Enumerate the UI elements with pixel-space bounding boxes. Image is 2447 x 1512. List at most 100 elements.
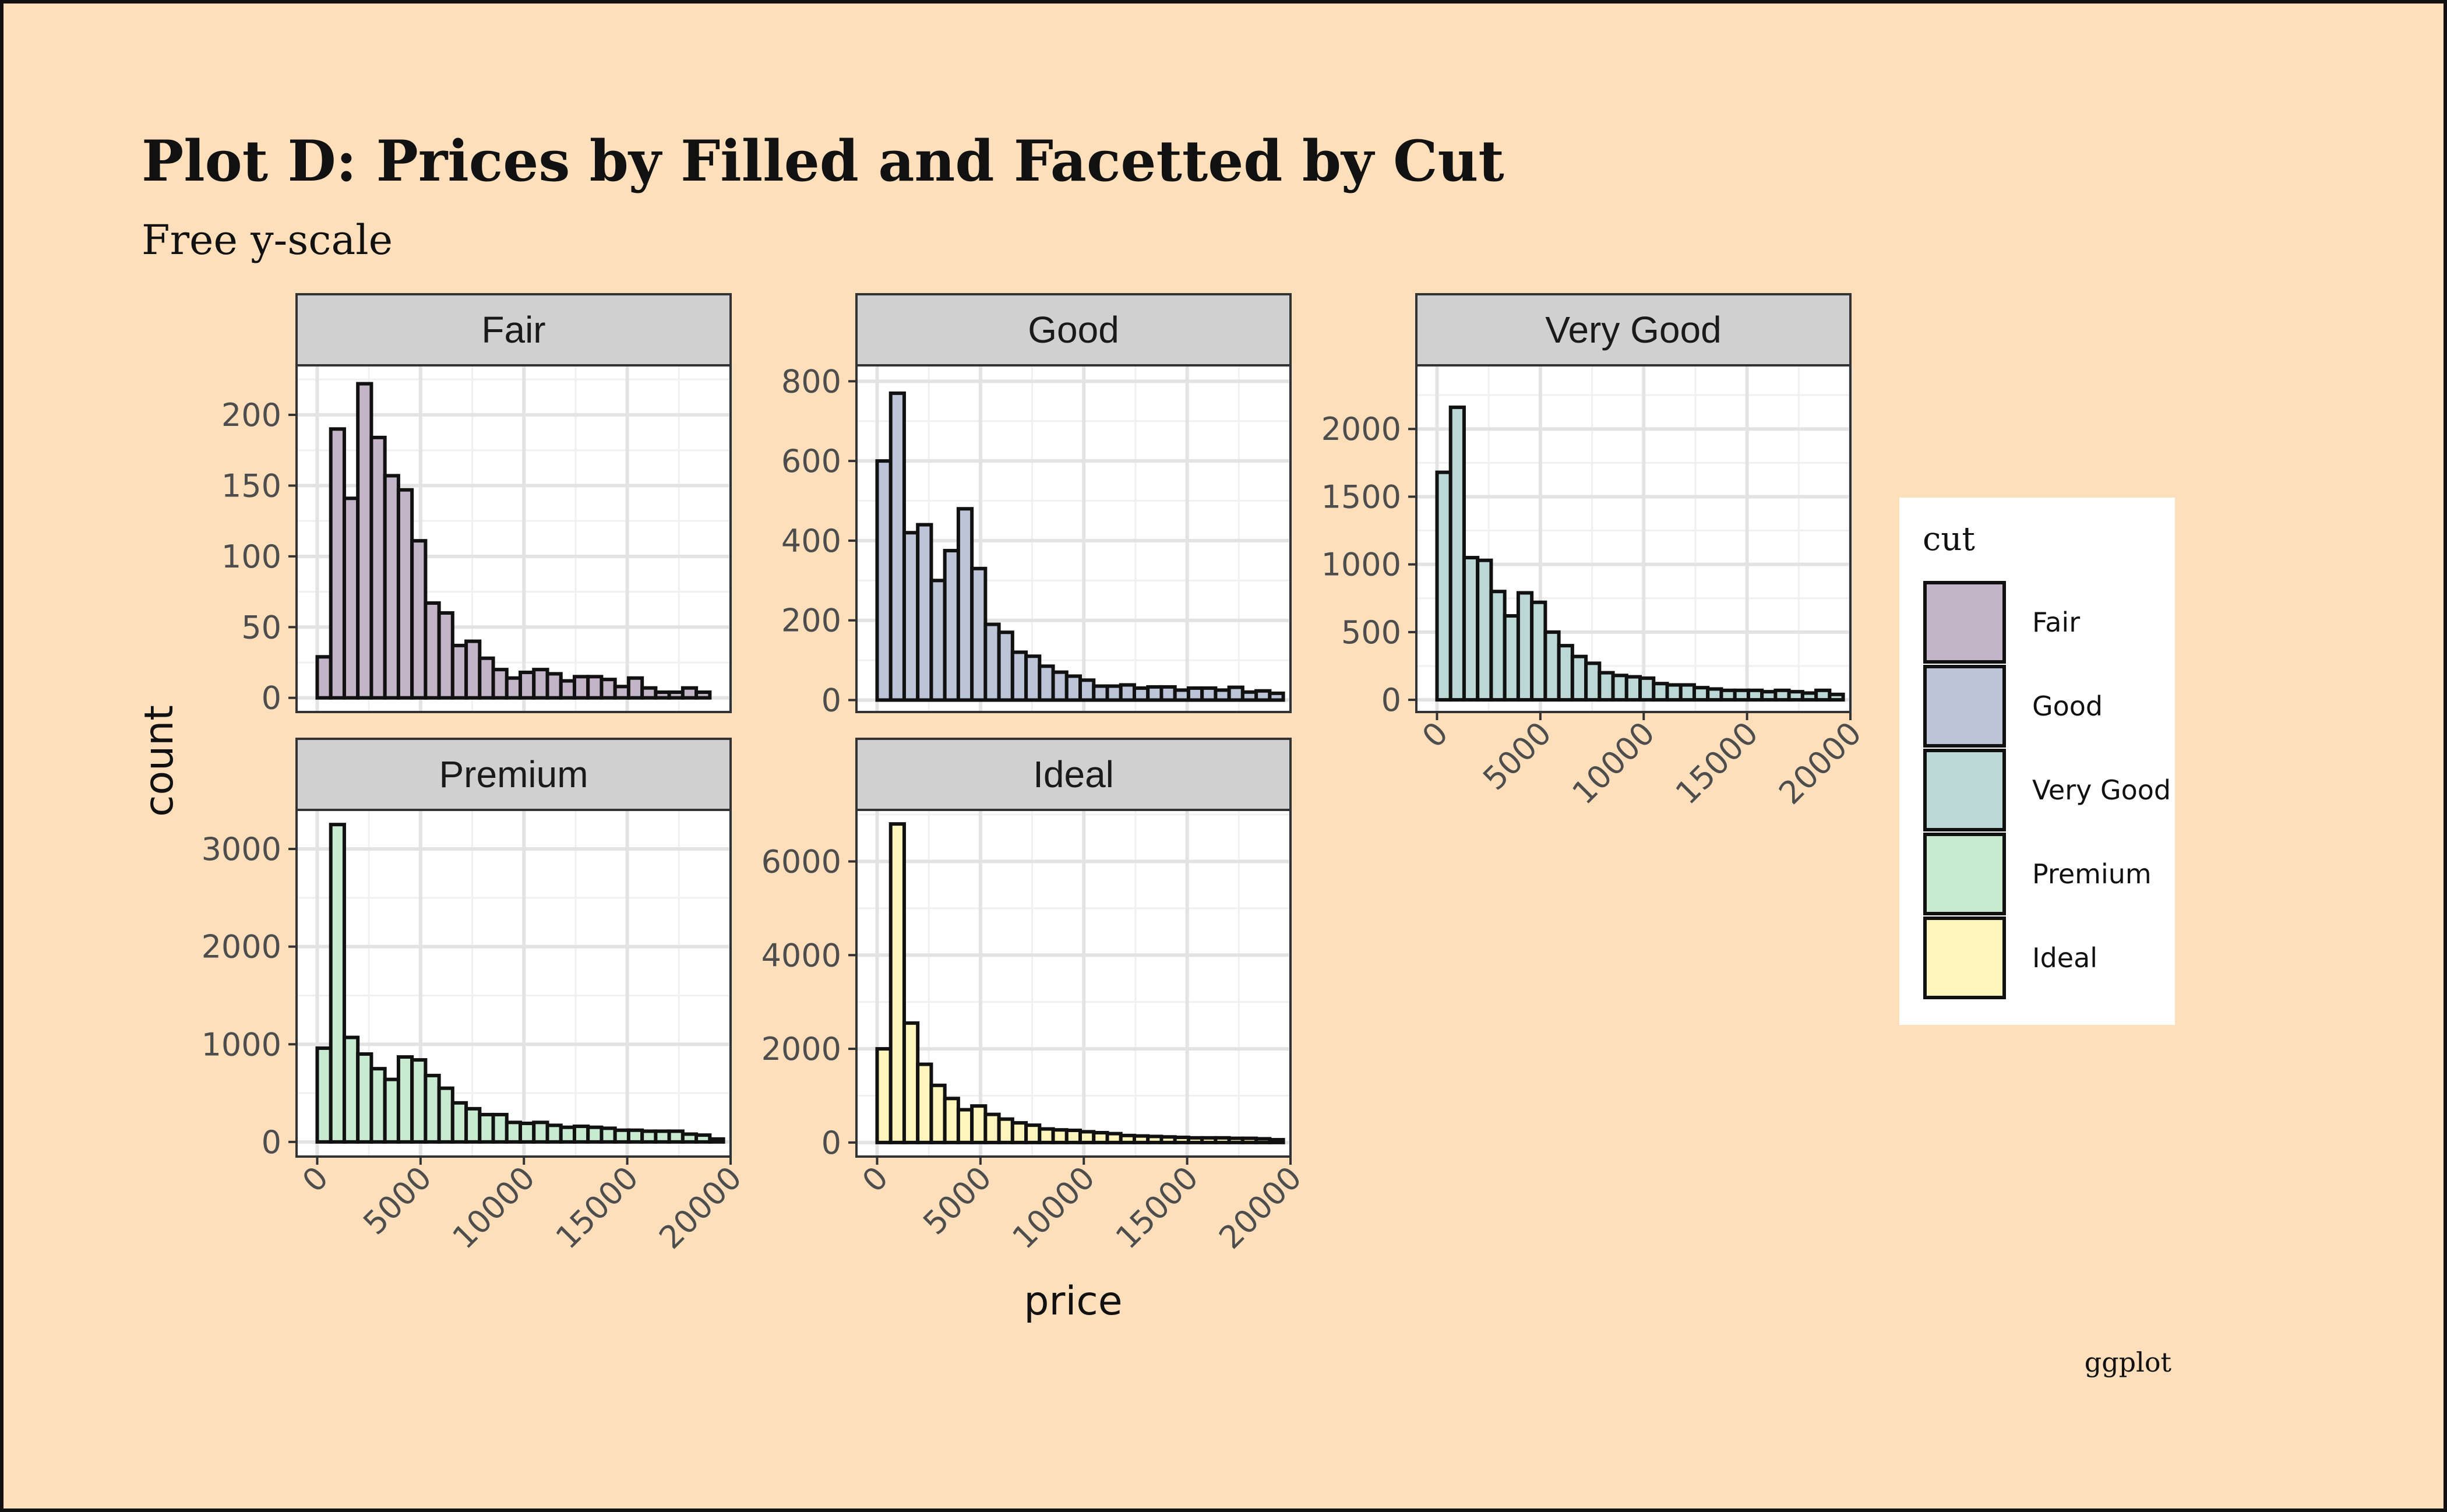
- chart-title: Plot D: Prices by Filled and Facetted by…: [142, 128, 1504, 194]
- bar-ideal-14: [1064, 1128, 1083, 1144]
- bar-good-6: [956, 507, 974, 702]
- legend-label-ideal: Ideal: [2032, 942, 2097, 974]
- panel-premium: Premium 0 1000 2000 3000 0 5000 10000 15000 20000: [202, 738, 749, 1256]
- legend-label-fair: Fair: [2032, 607, 2080, 638]
- bar-fair-4: [369, 435, 387, 700]
- bar-fair-19: [572, 675, 590, 700]
- legend-item-ideal: Ideal: [1923, 917, 2097, 999]
- legend-key-premium: [1923, 833, 2006, 915]
- bar-good-23: [1186, 686, 1204, 702]
- bar-good-28: [1254, 689, 1272, 702]
- bar-ideal-21: [1159, 1135, 1177, 1144]
- bar-fair-11: [464, 639, 482, 700]
- legend-item-fair: Fair: [1923, 581, 2080, 664]
- bar-fair-20: [586, 675, 604, 700]
- y-tick-label: 6000: [761, 843, 841, 880]
- panel-good: Good 0 200 400 600 800: [781, 293, 1292, 718]
- bar-ideal-12: [1038, 1127, 1055, 1144]
- bar-premium-8: [424, 1073, 441, 1144]
- bar-ideal-27: [1240, 1136, 1258, 1144]
- x-tick-label: 10000: [1565, 715, 1662, 812]
- bar-ideal-24: [1200, 1136, 1218, 1144]
- bar-very-good-26: [1787, 690, 1804, 702]
- y-tick-label: 500: [1341, 614, 1401, 651]
- bar-ideal-22: [1173, 1136, 1190, 1144]
- y-tick-label: 0: [262, 1124, 281, 1161]
- strip-label-ideal: Ideal: [1033, 753, 1114, 795]
- bar-fair-24: [640, 686, 658, 700]
- x-tick-label: 20000: [1772, 715, 1868, 812]
- y-tick-label: 200: [781, 602, 841, 639]
- y-tick-label: 150: [221, 467, 281, 504]
- bar-premium-10: [450, 1101, 468, 1144]
- legend-item-good: Good: [1923, 665, 2103, 748]
- bar-ideal-29: [1268, 1138, 1285, 1144]
- y-tick-label: 50: [241, 609, 281, 646]
- bar-good-2: [902, 531, 920, 702]
- bar-good-1: [888, 391, 906, 702]
- bar-premium-27: [680, 1132, 699, 1144]
- bar-ideal-1: [888, 822, 906, 1144]
- x-tick-label: 15000: [1669, 715, 1765, 812]
- strip-premium: [295, 738, 732, 811]
- bar-fair-1: [329, 427, 346, 700]
- bar-ideal-19: [1132, 1134, 1150, 1144]
- bar-very-good-17: [1665, 683, 1683, 702]
- bar-fair-21: [600, 678, 617, 700]
- bar-fair-7: [410, 539, 428, 700]
- bar-very-good-13: [1611, 674, 1628, 702]
- bar-very-good-8: [1543, 630, 1561, 702]
- bar-premium-20: [586, 1125, 604, 1144]
- bar-premium-9: [437, 1086, 454, 1144]
- bar-good-22: [1173, 688, 1190, 702]
- bar-fair-9: [437, 611, 454, 700]
- bar-premium-13: [491, 1112, 509, 1144]
- bar-premium-29: [708, 1137, 725, 1144]
- legend-key-very-good: [1923, 749, 2006, 831]
- bar-very-good-14: [1624, 675, 1642, 702]
- bar-premium-17: [545, 1123, 563, 1144]
- bar-ideal-4: [929, 1083, 947, 1144]
- legend-title: cut: [1923, 520, 1975, 558]
- x-tick-label: 0: [855, 1159, 895, 1200]
- panel-ideal: Ideal 0 2000 4000 6000 0 5000 10000 15000 20000: [761, 738, 1309, 1256]
- x-tick-label: 5000: [1476, 715, 1559, 798]
- bar-ideal-15: [1078, 1130, 1096, 1144]
- bar-very-good-1: [1448, 406, 1466, 702]
- bar-fair-0: [315, 655, 333, 700]
- bar-premium-7: [410, 1058, 428, 1144]
- chart-subtitle: Free y-scale: [142, 216, 393, 264]
- y-tick-label: 600: [781, 443, 841, 480]
- bar-ideal-0: [875, 1047, 893, 1144]
- panel-fair: Fair 0 50 100 150 200: [221, 293, 732, 717]
- bar-very-good-3: [1476, 558, 1493, 702]
- bar-good-15: [1078, 678, 1096, 702]
- y-tick-label: 2000: [761, 1031, 841, 1067]
- bar-very-good-23: [1746, 688, 1764, 702]
- legend-key-ideal: [1923, 917, 2006, 999]
- bar-very-good-0: [1435, 470, 1452, 702]
- y-tick-label: 800: [781, 363, 841, 400]
- strip-label-premium: Premium: [439, 753, 588, 795]
- legend-key-fair: [1923, 581, 2006, 664]
- y-tick-label: 0: [1381, 682, 1401, 718]
- bar-good-7: [970, 566, 988, 702]
- bar-premium-6: [396, 1055, 414, 1144]
- bar-good-4: [929, 579, 947, 702]
- bar-very-good-5: [1503, 614, 1520, 702]
- bar-good-20: [1146, 685, 1163, 702]
- bar-very-good-12: [1598, 671, 1615, 702]
- strip-label-very-good: Very Good: [1545, 309, 1721, 351]
- legend: cut Fair Good Very Good Premium Ideal: [1899, 498, 2175, 1025]
- y-tick-label: 100: [221, 538, 281, 575]
- x-tick-label: 0: [295, 1159, 336, 1200]
- bar-good-14: [1064, 674, 1083, 702]
- bar-very-good-19: [1692, 686, 1710, 702]
- bar-fair-5: [383, 474, 400, 700]
- y-tick-label: 400: [781, 523, 841, 559]
- bar-premium-15: [519, 1122, 536, 1144]
- bar-ideal-8: [983, 1112, 1001, 1144]
- bar-fair-15: [519, 671, 536, 700]
- legend-items: Fair Good Very Good Premium Ideal: [1923, 581, 2171, 999]
